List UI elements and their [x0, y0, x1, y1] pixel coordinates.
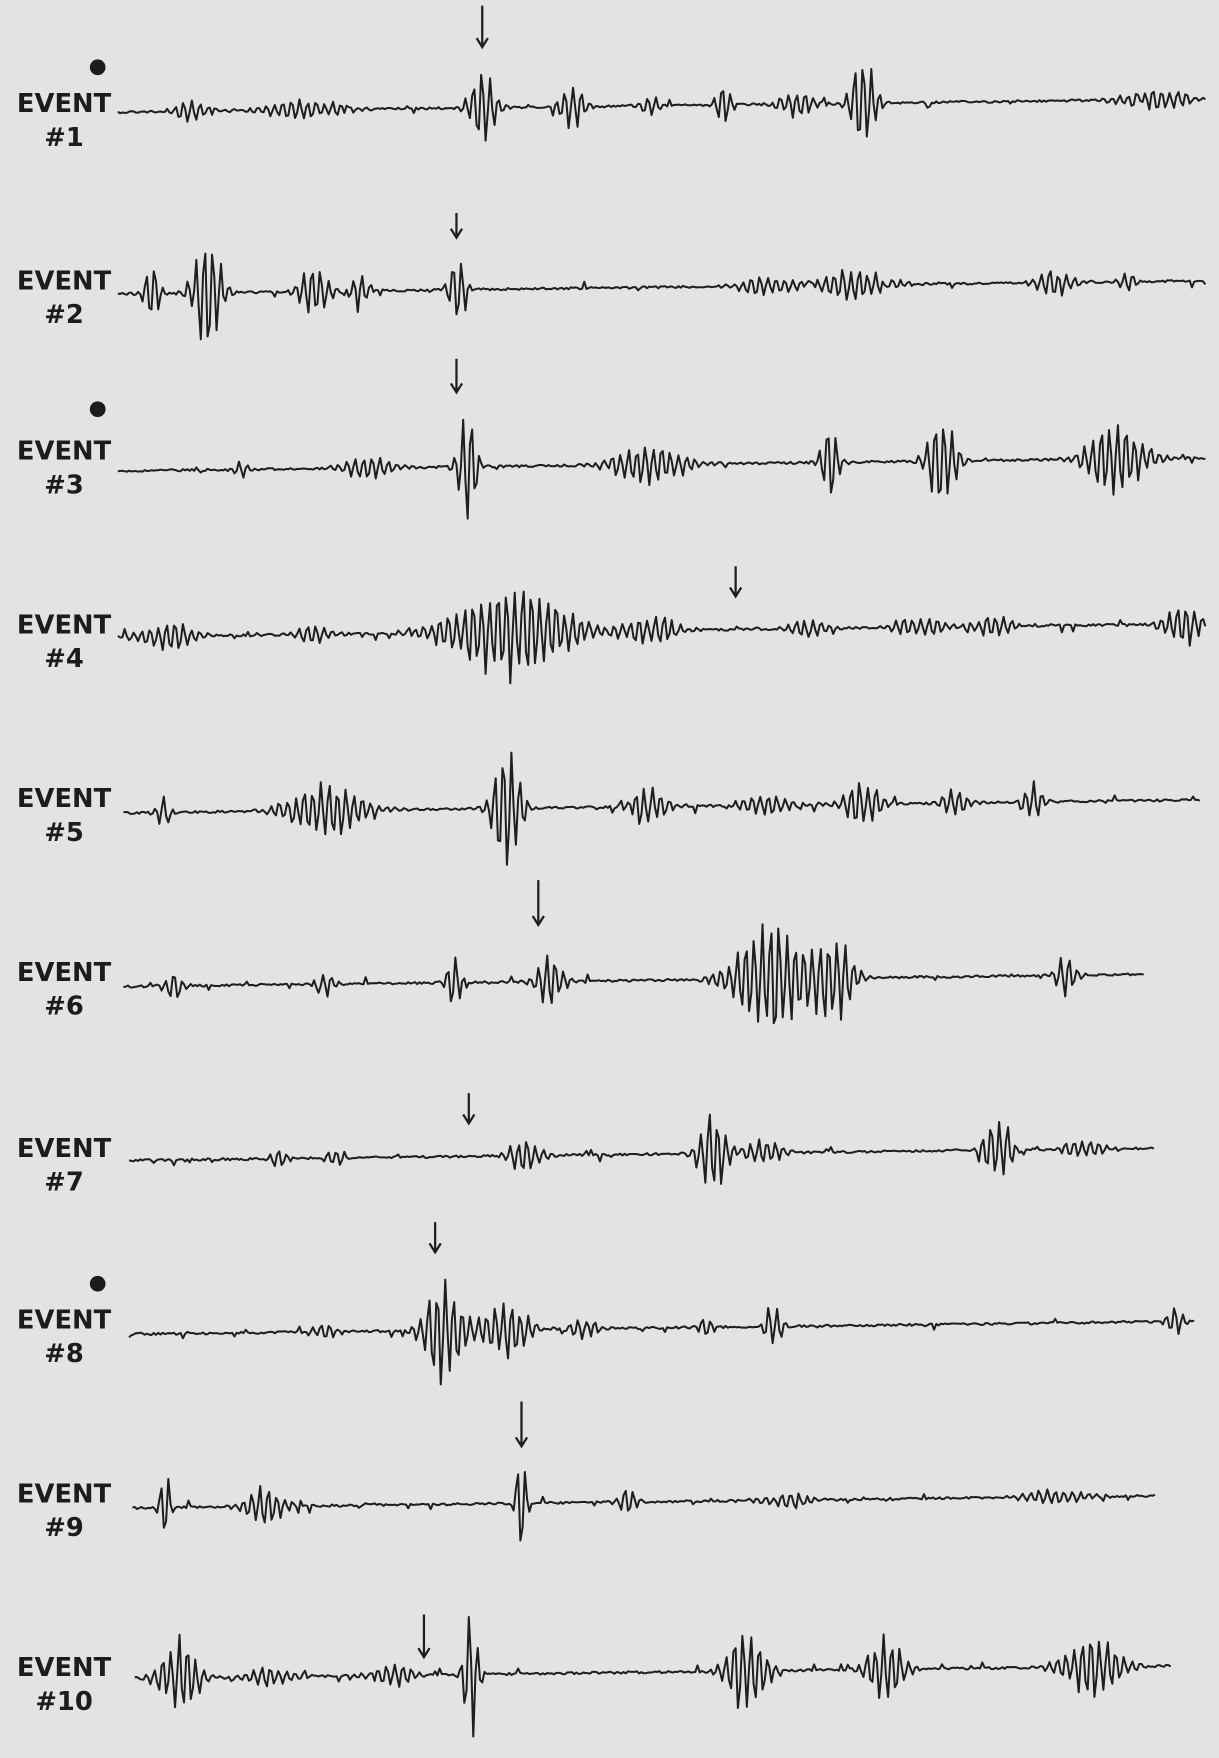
waveform	[132, 1472, 1155, 1541]
event-label: EVENT	[17, 1306, 112, 1336]
waveform	[123, 924, 1143, 1023]
page: {"events": [ {"label": "EVENT", "number"…	[0, 0, 1219, 1758]
event-label: EVENT	[17, 1653, 112, 1683]
marker-dot	[90, 1276, 106, 1292]
onset-arrow	[730, 566, 741, 596]
event-number: #7	[44, 1168, 84, 1198]
onset-arrow	[418, 1614, 429, 1657]
waveform	[118, 420, 1206, 519]
event-number: #8	[44, 1339, 84, 1369]
waveform	[118, 254, 1206, 340]
onset-arrow	[533, 880, 544, 925]
onset-arrow	[430, 1222, 441, 1252]
onset-arrow	[451, 213, 462, 238]
event-number: #3	[44, 470, 84, 500]
event-number: #1	[44, 123, 84, 153]
waveform	[129, 1115, 1154, 1184]
onset-arrow	[477, 6, 488, 47]
seismogram-figure: EVENT#1EVENT#2EVENT#3EVENT#4EVENT#5EVENT…	[0, 0, 1219, 1758]
waveform	[129, 1280, 1194, 1385]
event-label: EVENT	[17, 1479, 112, 1509]
waveform	[118, 69, 1206, 141]
event-label: EVENT	[17, 610, 112, 640]
event-number: #6	[44, 992, 84, 1022]
event-label: EVENT	[17, 958, 112, 988]
onset-arrow	[463, 1093, 474, 1123]
event-number: #4	[44, 644, 84, 674]
waveform	[123, 753, 1199, 865]
event-number: #9	[44, 1513, 84, 1543]
event-label: EVENT	[17, 89, 112, 119]
event-number: #5	[44, 818, 84, 848]
event-label: EVENT	[17, 1134, 112, 1164]
event-label: EVENT	[17, 437, 112, 467]
event-label: EVENT	[17, 784, 112, 814]
event-number: #10	[35, 1687, 92, 1717]
waveform	[118, 592, 1206, 684]
marker-dot	[90, 59, 106, 75]
waveform	[135, 1617, 1171, 1736]
event-label: EVENT	[17, 266, 112, 296]
onset-arrow	[451, 359, 462, 393]
event-number: #2	[44, 300, 84, 330]
onset-arrow	[516, 1401, 527, 1446]
marker-dot	[90, 401, 106, 417]
